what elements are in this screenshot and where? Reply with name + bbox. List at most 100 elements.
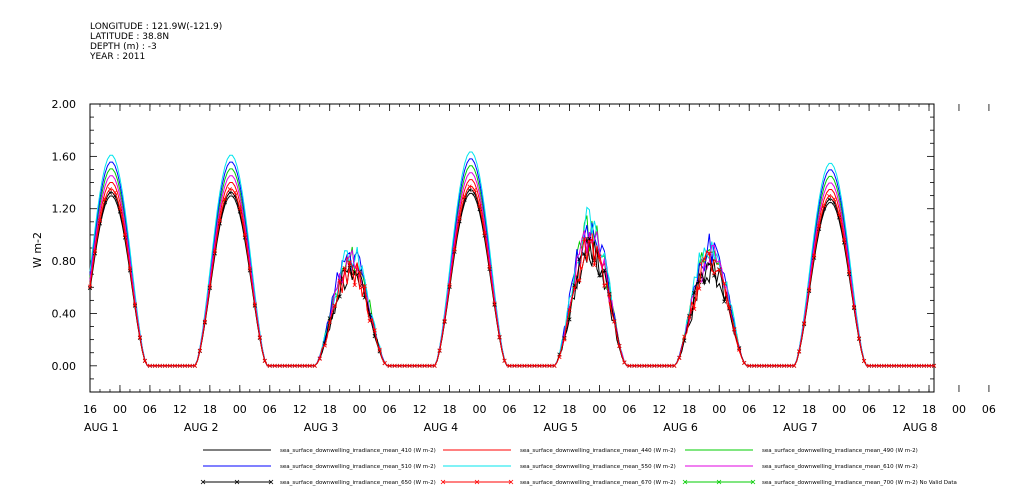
x-tick-label: 06	[503, 403, 517, 416]
series-marker	[847, 270, 852, 275]
series-marker	[652, 363, 657, 368]
series-marker	[722, 281, 727, 286]
x-tick-label: 16	[83, 403, 97, 416]
x-tick-label: 00	[592, 403, 606, 416]
y-tick-label: 0.00	[52, 360, 77, 373]
series-marker	[472, 187, 477, 192]
x-date-label: AUG 5	[543, 421, 578, 434]
series-marker	[632, 363, 637, 368]
series-marker	[842, 237, 847, 243]
series-marker	[87, 286, 93, 291]
legend-marker	[440, 479, 446, 485]
series-marker	[717, 267, 722, 272]
series-marker	[167, 363, 172, 368]
series-marker	[522, 363, 527, 368]
series-marker	[871, 363, 877, 368]
series-marker	[317, 356, 322, 361]
series-marker	[577, 278, 582, 283]
x-date-label: AUG 8	[903, 421, 938, 434]
series-marker	[627, 363, 632, 368]
legend-label: sea_surface_downwelling_irradiance_mean_…	[520, 464, 676, 470]
series-marker	[227, 187, 232, 192]
x-tick-label: 00	[832, 403, 846, 416]
series-marker	[822, 203, 827, 208]
series-marker	[916, 363, 922, 368]
series-marker	[192, 363, 197, 368]
series-marker	[432, 363, 437, 368]
series-marker	[582, 236, 587, 242]
series-marker	[307, 363, 312, 368]
series-marker	[262, 358, 267, 363]
series-marker	[292, 363, 297, 368]
series-marker	[277, 363, 282, 368]
series-marker	[911, 363, 917, 368]
x-tick-label: 12	[892, 403, 906, 416]
series-marker	[667, 363, 672, 368]
series-marker	[102, 196, 108, 202]
series-marker	[87, 284, 93, 289]
x-tick-label: 00	[712, 403, 726, 416]
series-marker	[497, 334, 502, 339]
series-marker	[692, 306, 697, 312]
series-marker	[142, 358, 148, 363]
legend-label: sea_surface_downwelling_irradiance_mean_…	[280, 480, 436, 486]
series-line	[89, 151, 934, 367]
series-marker	[677, 355, 682, 360]
series-marker	[637, 363, 642, 368]
x-tick-label: 06	[263, 403, 277, 416]
series-marker	[727, 305, 732, 310]
series-marker	[647, 363, 652, 368]
series-marker	[377, 347, 382, 352]
legend-marker	[750, 479, 756, 485]
series-marker	[467, 184, 472, 189]
series-marker	[402, 363, 407, 368]
series-marker	[672, 363, 677, 368]
series-marker	[687, 315, 692, 320]
x-tick-label: 12	[532, 403, 546, 416]
x-tick-label: 12	[173, 403, 187, 416]
series-marker	[747, 363, 752, 368]
series-line	[89, 186, 934, 367]
series-marker	[926, 363, 932, 368]
series-marker	[137, 335, 143, 340]
series-marker	[832, 197, 837, 202]
series-marker	[172, 363, 177, 368]
series-marker	[852, 304, 857, 309]
series-marker	[502, 358, 507, 363]
series-marker	[592, 263, 597, 268]
x-date-label: AUG 6	[663, 421, 698, 434]
series-marker	[162, 363, 167, 368]
series-marker	[866, 363, 872, 368]
series-marker	[447, 283, 452, 288]
x-tick-label: 06	[383, 403, 397, 416]
x-date-label: AUG 2	[184, 421, 219, 434]
series-marker	[457, 216, 462, 221]
series-marker	[622, 360, 627, 365]
series-marker	[552, 363, 557, 368]
series-marker	[197, 348, 202, 353]
series-marker	[177, 363, 182, 368]
series-marker	[792, 363, 797, 368]
series-marker	[362, 284, 367, 289]
series-marker	[876, 363, 882, 368]
dataset-header: LONGITUDE : 121.9W(-121.9) LATITUDE : 38…	[90, 22, 222, 62]
series-marker	[597, 254, 602, 259]
legend-label: sea_surface_downwelling_irradiance_mean_…	[280, 448, 436, 454]
series-marker	[742, 360, 747, 365]
series-marker	[477, 204, 482, 209]
x-tick-label: 18	[682, 403, 696, 416]
x-tick-label: 00	[952, 403, 966, 416]
x-tick-label: 06	[862, 403, 876, 416]
series-marker	[337, 278, 342, 283]
series-marker	[602, 283, 607, 288]
legend-marker	[474, 479, 480, 485]
series-marker	[906, 363, 912, 368]
series-marker	[267, 363, 272, 368]
series-marker	[697, 286, 702, 291]
series-marker	[837, 212, 842, 217]
series-line	[89, 179, 934, 367]
series-marker	[322, 343, 327, 348]
series-marker	[222, 196, 227, 202]
x-date-label: AUG 7	[783, 421, 818, 434]
